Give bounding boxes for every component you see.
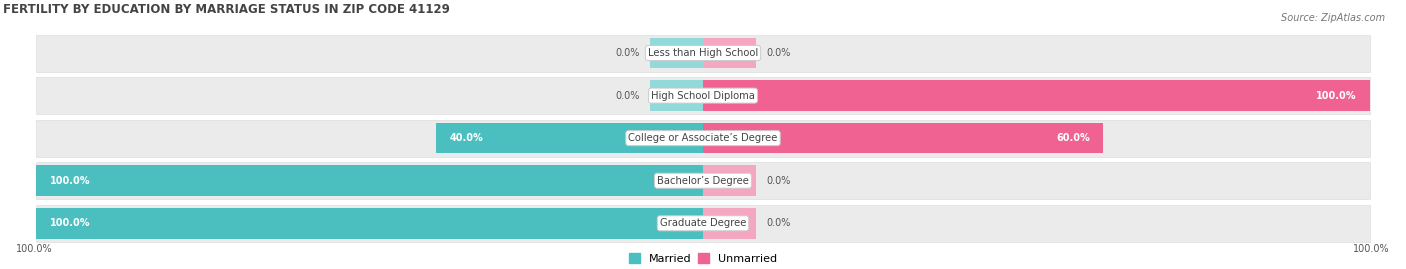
Bar [650, 80, 703, 111]
Bar [37, 162, 1369, 199]
Text: 0.0%: 0.0% [766, 176, 790, 186]
Text: 0.0%: 0.0% [766, 48, 790, 58]
Bar [37, 77, 1369, 114]
Bar [703, 208, 756, 239]
Bar [37, 34, 1369, 72]
Text: 100.0%: 100.0% [1316, 91, 1357, 101]
Bar [37, 208, 703, 239]
Bar [703, 165, 756, 196]
Bar [703, 123, 1104, 154]
Text: Graduate Degree: Graduate Degree [659, 218, 747, 228]
Text: 100.0%: 100.0% [15, 244, 53, 254]
Bar [703, 80, 1369, 111]
Bar [37, 205, 1369, 242]
Bar [37, 120, 1369, 157]
Bar [703, 38, 756, 68]
Text: 60.0%: 60.0% [1056, 133, 1090, 143]
Text: 100.0%: 100.0% [49, 176, 90, 186]
Legend: Married, Unmarried: Married, Unmarried [624, 249, 782, 268]
Text: 40.0%: 40.0% [450, 133, 484, 143]
Text: Source: ZipAtlas.com: Source: ZipAtlas.com [1281, 13, 1385, 23]
Text: 0.0%: 0.0% [616, 48, 640, 58]
Text: High School Diploma: High School Diploma [651, 91, 755, 101]
Text: 100.0%: 100.0% [49, 218, 90, 228]
Text: Less than High School: Less than High School [648, 48, 758, 58]
Text: 0.0%: 0.0% [766, 218, 790, 228]
Text: FERTILITY BY EDUCATION BY MARRIAGE STATUS IN ZIP CODE 41129: FERTILITY BY EDUCATION BY MARRIAGE STATU… [3, 3, 450, 16]
Bar [436, 123, 703, 154]
Text: Bachelor’s Degree: Bachelor’s Degree [657, 176, 749, 186]
Bar [650, 38, 703, 68]
Text: 100.0%: 100.0% [1353, 244, 1391, 254]
Text: College or Associate’s Degree: College or Associate’s Degree [628, 133, 778, 143]
Text: 0.0%: 0.0% [616, 91, 640, 101]
Bar [37, 165, 703, 196]
